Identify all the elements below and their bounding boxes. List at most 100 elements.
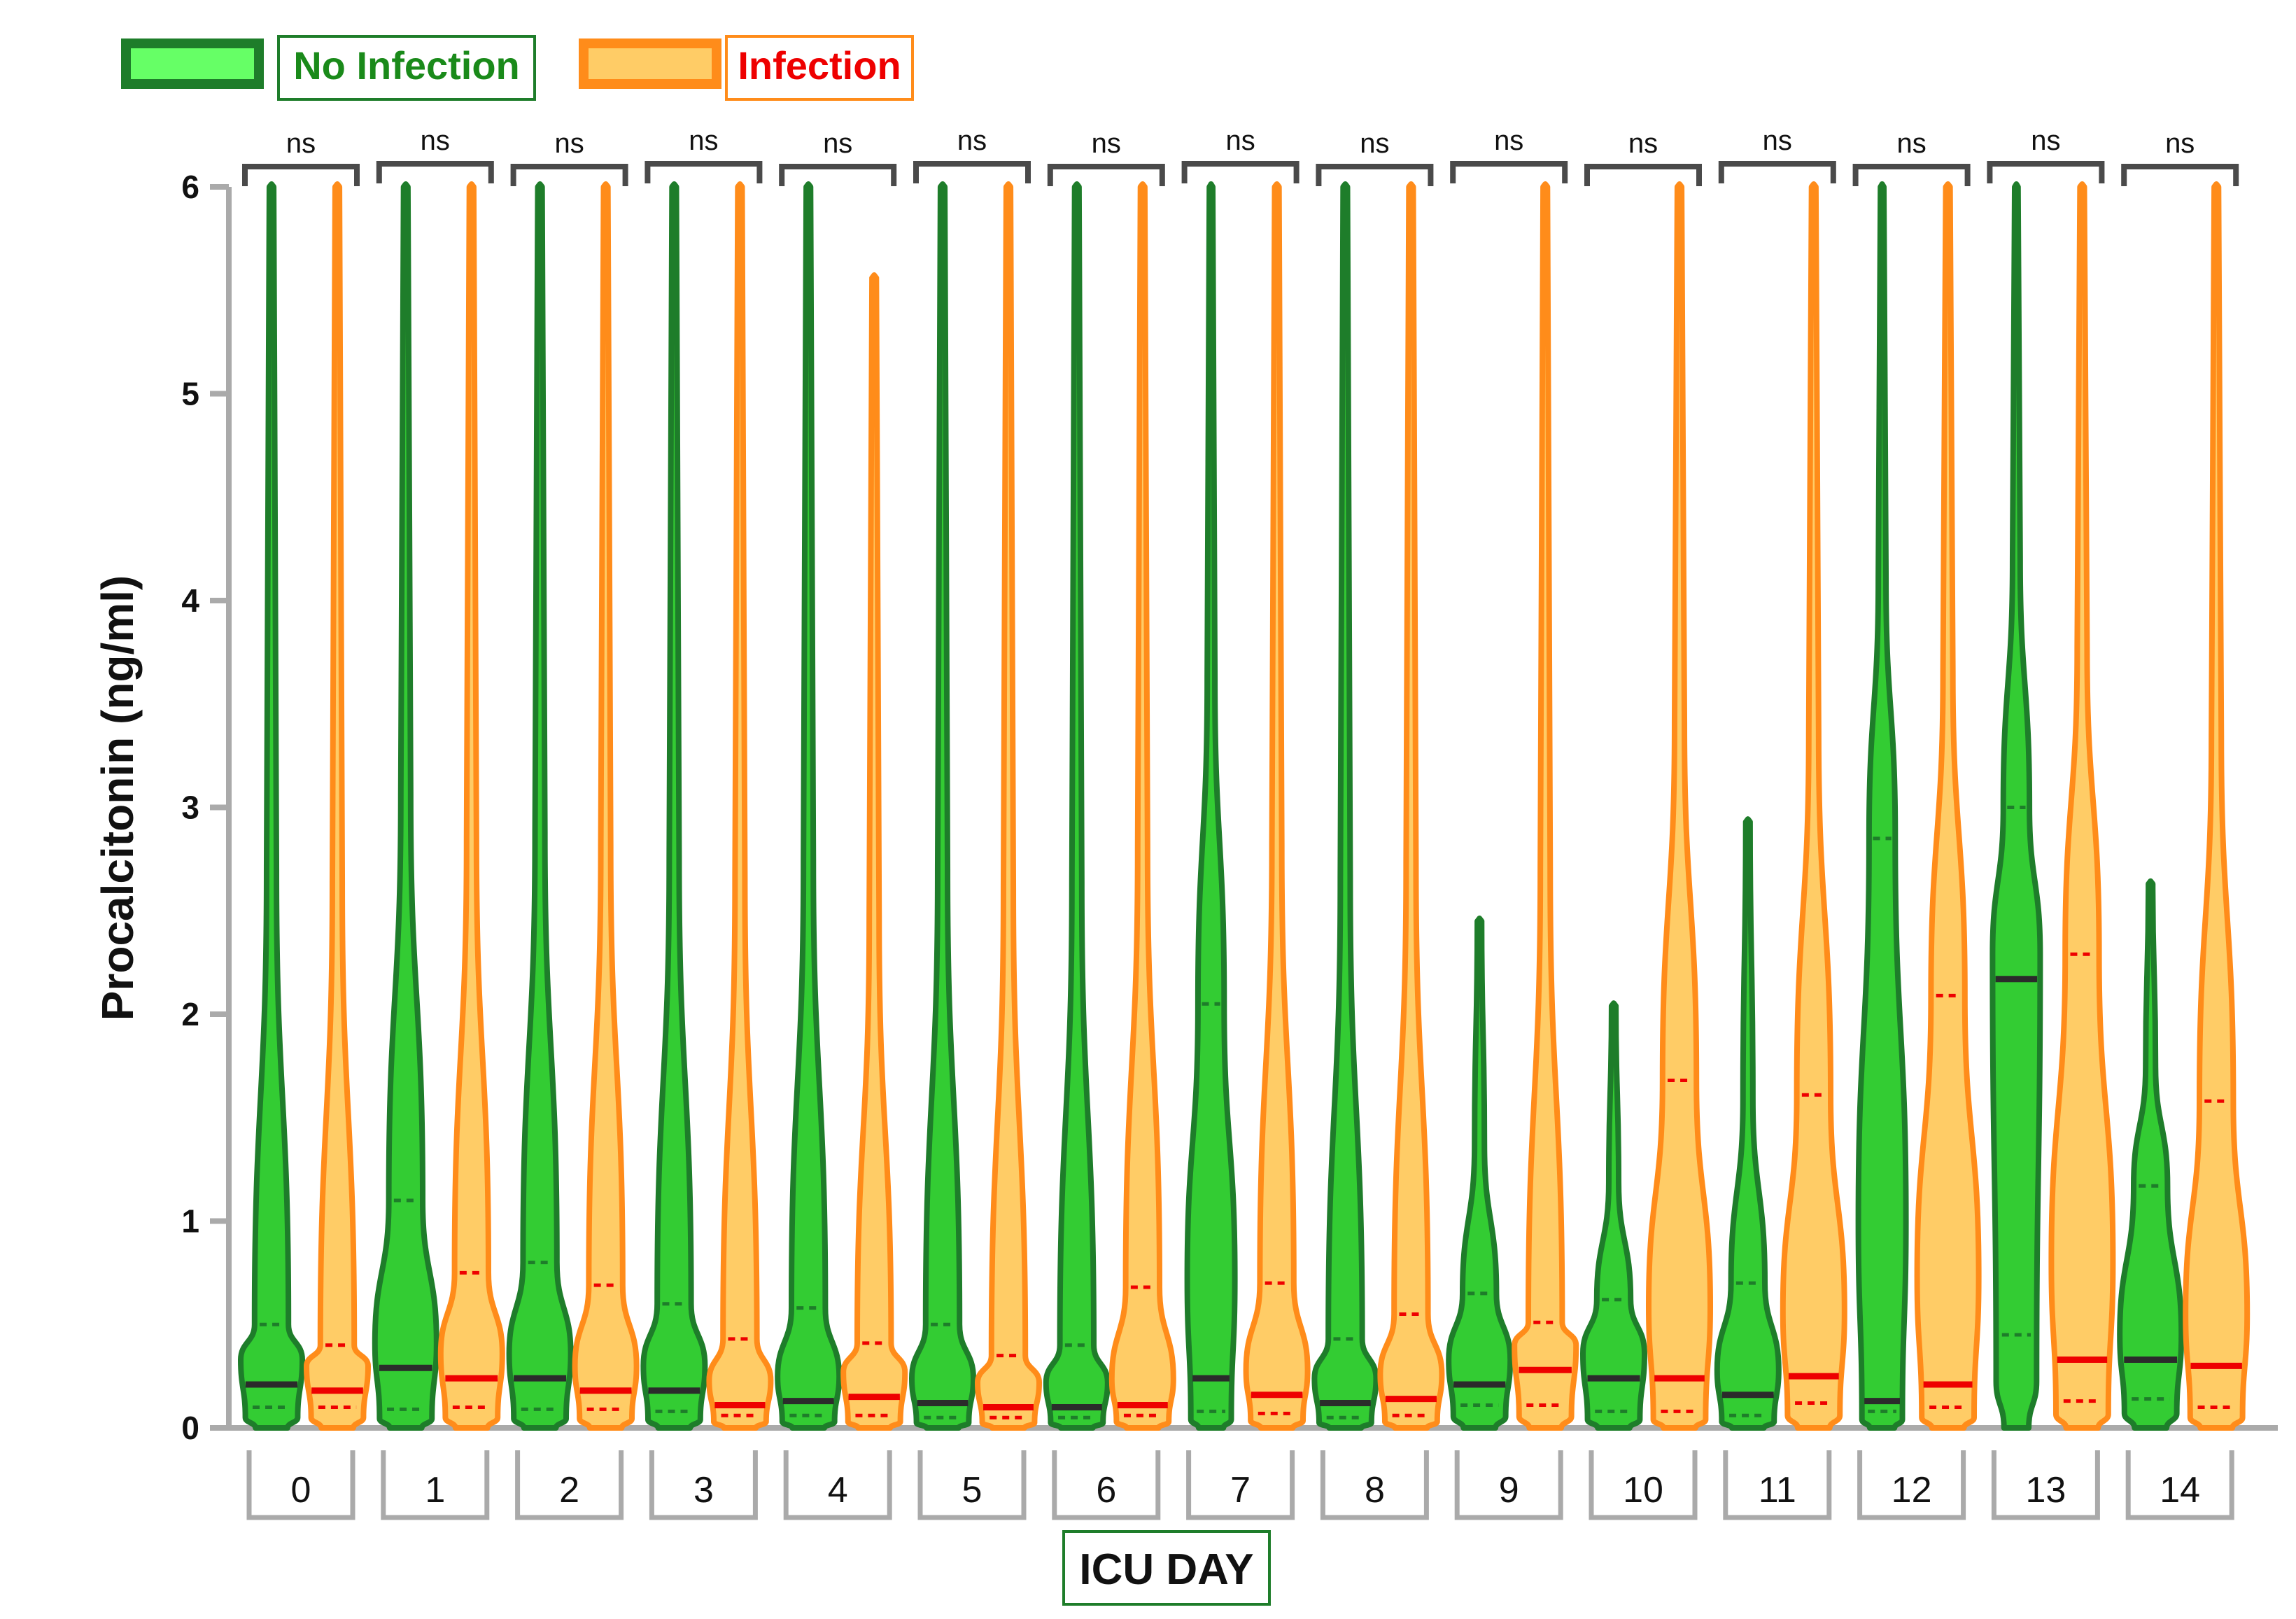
violin-infection-day-7 (1243, 181, 1311, 1431)
significance-label-day-12: ns (1896, 128, 1926, 159)
significance-label-day-13: ns (2031, 125, 2060, 156)
x-category-box-day-4 (783, 1450, 892, 1520)
x-tick-label-day-9: 9 (1499, 1470, 1519, 1511)
violin-infection-day-10 (1646, 181, 1713, 1431)
bracket-day-12 (1852, 164, 1971, 186)
x-category-box-day-0 (246, 1450, 355, 1520)
x-tick-label-day-3: 3 (693, 1470, 714, 1511)
violin-no-infection-day-5 (909, 181, 976, 1431)
violin-no-infection-day-6 (1043, 181, 1111, 1431)
x-axis-label-box (1062, 1530, 1271, 1606)
x-tick-label-day-12: 12 (1892, 1470, 1932, 1511)
bracket-day-10 (1584, 164, 1702, 186)
x-axis-label: ICU DAY (1079, 1546, 1253, 1594)
significance-label-day-10: ns (1628, 128, 1658, 159)
bracket-day-3 (645, 161, 763, 183)
x-tick-label-day-14: 14 (2160, 1470, 2200, 1511)
x-category-box-day-8 (1320, 1450, 1429, 1520)
bracket-day-8 (1316, 164, 1434, 186)
violin-infection-day-11 (1780, 181, 1847, 1431)
violin-infection-day-9 (1512, 181, 1579, 1431)
x-tick-label-day-4: 4 (828, 1470, 848, 1511)
violin-infection-day-0 (304, 181, 371, 1431)
violin-no-infection-day-8 (1311, 181, 1379, 1431)
y-axis: 0 1 2 3 4 5 6 (181, 169, 2278, 1446)
significance-brackets: ns ns ns ns ns ns ns ns ns ns ns ns ns ns ns (242, 125, 2239, 186)
violin-no-infection-day-7 (1184, 181, 1238, 1431)
x-category-box-day-1 (381, 1450, 490, 1520)
legend-label-infection: Infection (738, 43, 901, 87)
bracket-day-4 (779, 164, 897, 186)
violin-no-infection-day-10 (1580, 1000, 1647, 1431)
significance-label-day-2: ns (554, 128, 584, 159)
significance-label-day-3: ns (689, 125, 718, 156)
legend: No Infection Infection (121, 35, 914, 101)
violin-infection-day-1 (437, 181, 505, 1431)
x-category-box-day-11 (1723, 1450, 1832, 1520)
violin-no-infection-day-3 (640, 181, 708, 1431)
violin-infection-day-3 (706, 181, 774, 1431)
y-tick-label: 3 (181, 790, 199, 826)
bracket-day-6 (1047, 164, 1165, 186)
significance-label-day-6: ns (1092, 128, 1121, 159)
x-tick-label-day-2: 2 (559, 1470, 579, 1511)
x-tick-label-day-10: 10 (1623, 1470, 1663, 1511)
significance-label-day-11: ns (1763, 125, 1792, 156)
x-tick-label-day-8: 8 (1365, 1470, 1385, 1511)
violin-no-infection-day-2 (506, 181, 574, 1431)
y-tick-label: 0 (181, 1410, 199, 1446)
significance-label-day-7: ns (1225, 125, 1255, 156)
bracket-day-2 (510, 164, 628, 186)
violin-infection-day-14 (2183, 181, 2251, 1431)
violin-no-infection-day-11 (1714, 816, 1782, 1431)
significance-label-day-9: ns (1494, 125, 1523, 156)
significance-label-day-8: ns (1360, 128, 1389, 159)
violin-no-infection-day-13 (1989, 181, 2043, 1431)
x-category-box-day-9 (1454, 1450, 1563, 1520)
legend-label-box-infection (725, 35, 914, 101)
violin-no-infection-day-0 (238, 181, 305, 1431)
x-tick-label-day-6: 6 (1096, 1470, 1116, 1511)
violin-infection-day-4 (840, 272, 908, 1431)
y-tick-label: 2 (181, 996, 199, 1032)
x-tick-label-day-0: 0 (291, 1470, 311, 1511)
violin-infection-day-6 (1108, 181, 1176, 1431)
bracket-day-11 (1718, 161, 1836, 183)
x-category-box-day-14 (2125, 1450, 2234, 1520)
legend-swatch-infection (579, 38, 721, 89)
x-category-box-day-2 (515, 1450, 624, 1520)
y-tick-label: 5 (181, 376, 199, 412)
y-tick-label: 1 (181, 1203, 199, 1240)
violin-no-infection-day-4 (775, 181, 843, 1431)
x-tick-label-day-5: 5 (962, 1470, 983, 1511)
x-tick-label-day-7: 7 (1230, 1470, 1251, 1511)
x-tick-label-day-13: 13 (2025, 1470, 2066, 1511)
x-tick-label-day-1: 1 (425, 1470, 445, 1511)
bracket-day-13 (1987, 161, 2105, 183)
significance-label-day-4: ns (823, 128, 852, 159)
legend-label-no-infection: No Infection (293, 43, 520, 87)
violin-no-infection-day-12 (1855, 181, 1909, 1431)
legend-label-box-no-infection (277, 35, 536, 101)
x-category-box-day-6 (1052, 1450, 1161, 1520)
significance-label-day-0: ns (286, 128, 316, 159)
bracket-day-7 (1181, 161, 1300, 183)
x-category-box-day-3 (649, 1450, 758, 1520)
bracket-day-1 (376, 161, 494, 183)
x-axis-categories: 0 1 2 3 4 5 6 7 8 9 10 11 12 13 14 (246, 1450, 2234, 1520)
violin-infection-day-5 (975, 181, 1042, 1431)
x-tick-label-day-11: 11 (1759, 1470, 1796, 1511)
x-category-box-day-13 (1991, 1450, 2100, 1520)
y-tick-label: 6 (181, 169, 199, 205)
x-category-box-day-5 (917, 1450, 1027, 1520)
violin-infection-day-13 (2048, 181, 2116, 1431)
bracket-day-14 (2121, 164, 2239, 186)
x-category-box-day-10 (1589, 1450, 1698, 1520)
significance-label-day-1: ns (421, 125, 450, 156)
violin-infection-day-12 (1914, 181, 1982, 1431)
bracket-day-9 (1450, 161, 1568, 183)
violin-infection-day-2 (572, 181, 640, 1431)
violins (238, 181, 2251, 1431)
y-axis-label: Procalcitonin (ng/ml) (92, 575, 143, 1021)
